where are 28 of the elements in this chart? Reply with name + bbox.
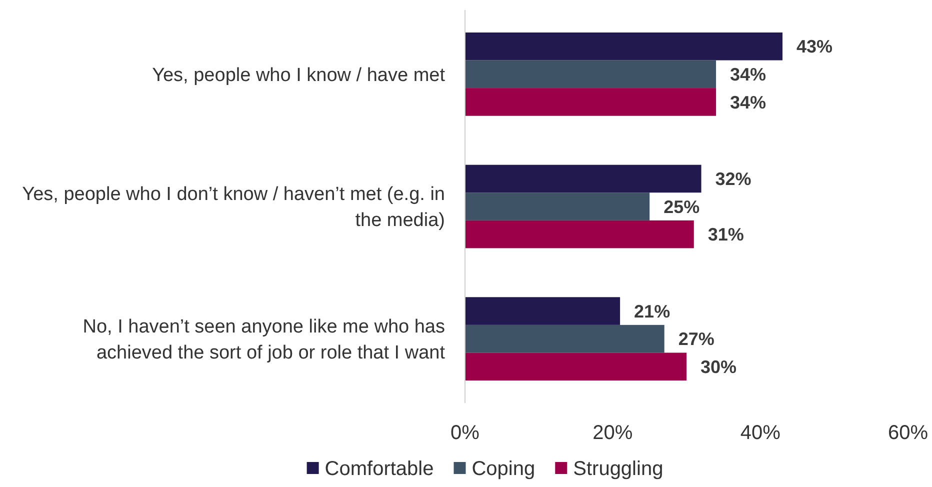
legend-label: Coping: [472, 458, 536, 480]
bar: [465, 32, 782, 60]
data-label: 30%: [700, 356, 737, 377]
y-tick-label: Yes, people who I know / have met: [152, 64, 446, 86]
legend-label: Comfortable: [324, 458, 434, 480]
bar: [465, 324, 664, 353]
bar: [465, 220, 694, 248]
data-label: 32%: [715, 169, 752, 190]
data-label: 21%: [634, 301, 670, 322]
x-tick-label: 40%: [740, 422, 781, 444]
data-label: 34%: [730, 92, 766, 112]
x-tick-label: 60%: [888, 422, 928, 444]
data-label: 34%: [730, 64, 766, 84]
x-tick-label: 20%: [592, 422, 633, 444]
y-tick-label: No, I haven’t seen anyone like me who has achieved the sort of job or role that I want: [82, 316, 446, 364]
bar: [465, 164, 702, 193]
bar: [465, 352, 686, 381]
y-tick-label: Yes, people who I don’t know / haven’t met (e.g. in the media): [22, 184, 445, 232]
bar: [465, 297, 620, 325]
x-tick-label: 0%: [450, 422, 480, 444]
data-label: 31%: [708, 224, 744, 245]
data-label: 27%: [678, 329, 714, 350]
bar: [465, 88, 716, 116]
legend-label: Struggling: [573, 458, 664, 480]
bar: [465, 60, 716, 88]
data-label: 25%: [664, 196, 700, 217]
data-label: 43%: [796, 36, 833, 57]
bar: [465, 192, 650, 220]
